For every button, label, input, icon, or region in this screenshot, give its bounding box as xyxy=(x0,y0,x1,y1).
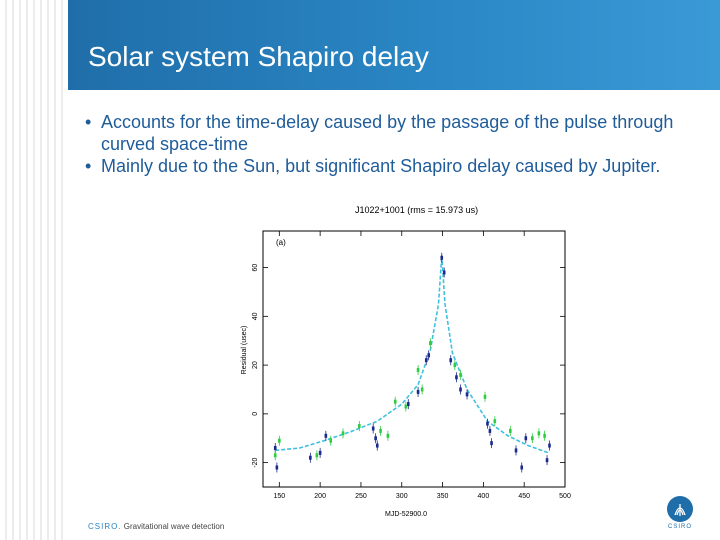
green-data-point xyxy=(416,364,420,375)
green-data-point xyxy=(537,428,541,439)
blue-data-point xyxy=(371,423,375,434)
blue-data-point xyxy=(374,433,377,444)
decorative-vertical-lines xyxy=(5,0,63,540)
blue-data-point xyxy=(465,389,469,400)
points-layer xyxy=(273,252,551,473)
green-data-point xyxy=(329,435,333,446)
blue-data-point xyxy=(455,372,458,383)
blue-data-point xyxy=(416,386,420,397)
logo-wordmark: CSIRO xyxy=(668,524,693,530)
green-data-point xyxy=(453,360,457,371)
x-tick-label: 450 xyxy=(518,493,530,500)
fit-curve xyxy=(275,255,549,454)
x-tick-label: 500 xyxy=(559,493,571,500)
green-data-point xyxy=(531,433,534,444)
fit-curve-layer xyxy=(275,255,549,454)
y-tick-label: 0 xyxy=(252,412,259,416)
blue-data-point xyxy=(427,350,430,361)
x-tick-label: 200 xyxy=(314,493,326,500)
ticks-layer: 150 200 250 300 350 400 450 500 -20 0 20 40 60 xyxy=(252,231,571,500)
residual-plot: 150 200 250 300 350 400 450 500 -20 0 20 40 60 (a) R… xyxy=(241,230,571,518)
blue-data-point xyxy=(275,462,279,473)
y-tick-label: 40 xyxy=(252,312,259,320)
green-data-point xyxy=(386,430,390,441)
x-tick-label: 300 xyxy=(396,493,408,500)
blue-data-point xyxy=(488,425,492,436)
green-data-point xyxy=(509,425,512,436)
plot-title: J1022+1001 (rms = 15.973 us) xyxy=(355,205,479,215)
blue-data-point xyxy=(449,355,453,366)
x-tick-label: 400 xyxy=(478,493,490,500)
x-axis-label: MJD-52900.0 xyxy=(385,511,427,518)
footer: CSIRO. Gravitational wave detection xyxy=(88,522,224,531)
blue-data-point xyxy=(524,433,528,444)
blue-data-point xyxy=(440,252,444,263)
x-tick-label: 150 xyxy=(273,493,285,500)
blue-data-point xyxy=(490,438,493,449)
x-tick-label: 350 xyxy=(437,493,449,500)
y-tick-label: 60 xyxy=(252,264,259,272)
green-data-point xyxy=(459,369,462,380)
green-data-point xyxy=(273,450,277,461)
blue-data-point xyxy=(309,452,312,463)
blue-data-point xyxy=(545,455,549,466)
bullet-item: Mainly due to the Sun, but significant S… xyxy=(82,155,702,177)
x-tick-label: 250 xyxy=(355,493,367,500)
blue-data-point xyxy=(548,440,551,451)
blue-data-point xyxy=(424,355,428,366)
plot-frame xyxy=(262,230,566,488)
green-data-point xyxy=(429,338,432,349)
green-data-point xyxy=(543,430,546,441)
blue-data-point xyxy=(520,462,524,473)
green-data-point xyxy=(404,401,408,412)
footer-subject: Gravitational wave detection xyxy=(123,522,225,531)
green-data-point xyxy=(358,421,361,432)
blue-data-point xyxy=(459,384,462,395)
footer-brand: CSIRO. xyxy=(88,522,122,531)
y-axis-label: Residual (usec) xyxy=(241,326,248,375)
green-data-point xyxy=(379,425,382,436)
green-data-point xyxy=(341,428,345,439)
blue-data-point xyxy=(442,267,446,278)
green-data-point xyxy=(493,416,497,427)
bullet-list: Accounts for the time-delay caused by th… xyxy=(82,111,702,177)
blue-data-point xyxy=(324,430,328,441)
green-data-point xyxy=(420,384,424,395)
y-tick-label: 20 xyxy=(252,361,259,369)
blue-data-point xyxy=(406,399,410,410)
title-bar: Solar system Shapiro delay xyxy=(68,0,720,90)
y-tick-label: -20 xyxy=(252,457,259,467)
bullet-item: Accounts for the time-delay caused by th… xyxy=(82,111,702,155)
csiro-logo-icon xyxy=(667,496,693,522)
green-data-point xyxy=(393,396,397,407)
slide-title: Solar system Shapiro delay xyxy=(88,41,429,72)
plot-border xyxy=(262,230,566,488)
panel-label: (a) xyxy=(276,238,286,247)
blue-data-point xyxy=(514,445,518,456)
green-data-point xyxy=(315,450,319,461)
blue-data-point xyxy=(318,447,322,458)
green-data-point xyxy=(278,435,281,446)
blue-data-point xyxy=(375,440,379,451)
blue-data-point xyxy=(486,418,489,429)
green-data-point xyxy=(483,391,487,402)
